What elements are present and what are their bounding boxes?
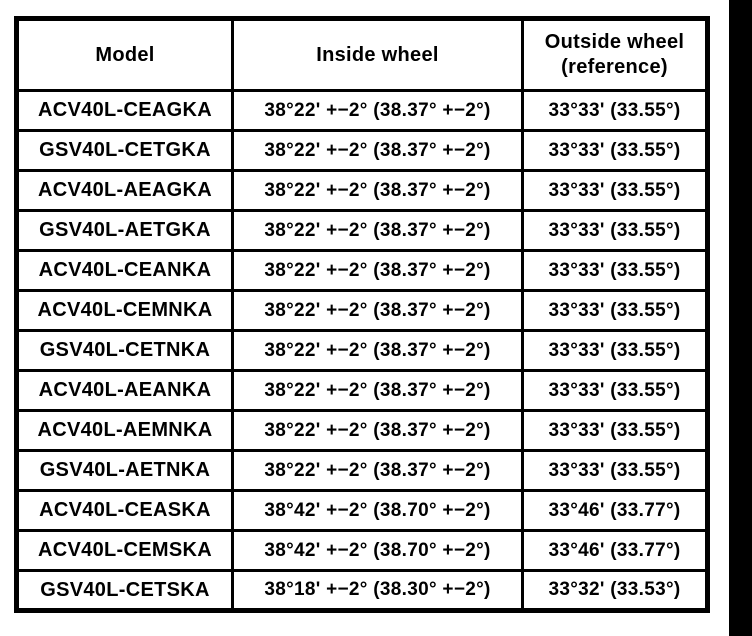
inside-wheel-cell: 38°18' +−2° (38.30° +−2°): [231, 569, 524, 612]
model-cell: ACV40L-CEMNKA: [15, 289, 234, 332]
table-row: ACV40L-CEMNKA 38°22' +−2° (38.37° +−2°) …: [15, 289, 709, 332]
outside-wheel-cell: 33°33' (33.55°): [521, 129, 709, 172]
table-row: ACV40L-AEMNKA 38°22' +−2° (38.37° +−2°) …: [15, 409, 709, 452]
header-row: Model Inside wheel Outside wheel (refere…: [15, 17, 709, 92]
outside-wheel-cell: 33°33' (33.55°): [521, 449, 709, 492]
inside-wheel-cell: 38°22' +−2° (38.37° +−2°): [231, 209, 524, 252]
inside-wheel-cell: 38°22' +−2° (38.37° +−2°): [231, 369, 524, 412]
inside-wheel-cell: 38°22' +−2° (38.37° +−2°): [231, 449, 524, 492]
table-row: ACV40L-AEAGKA 38°22' +−2° (38.37° +−2°) …: [15, 169, 709, 212]
inside-wheel-cell: 38°22' +−2° (38.37° +−2°): [231, 249, 524, 292]
outside-wheel-cell: 33°33' (33.55°): [521, 89, 709, 132]
inside-wheel-cell: 38°22' +−2° (38.37° +−2°): [231, 129, 524, 172]
outside-wheel-cell: 33°32' (33.53°): [521, 569, 709, 612]
table-row: GSV40L-AETGKA 38°22' +−2° (38.37° +−2°) …: [15, 209, 709, 252]
outside-wheel-cell: 33°46' (33.77°): [521, 489, 709, 532]
column-header-outside-wheel: Outside wheel (reference): [521, 17, 709, 92]
outside-wheel-cell: 33°33' (33.55°): [521, 249, 709, 292]
inside-wheel-cell: 38°42' +−2° (38.70° +−2°): [231, 489, 524, 532]
model-cell: ACV40L-AEAGKA: [15, 169, 234, 212]
inside-wheel-cell: 38°22' +−2° (38.37° +−2°): [231, 169, 524, 212]
table-row: ACV40L-CEMSKA 38°42' +−2° (38.70° +−2°) …: [15, 529, 709, 572]
table-row: ACV40L-CEANKA 38°22' +−2° (38.37° +−2°) …: [15, 249, 709, 292]
table-row: GSV40L-AETNKA 38°22' +−2° (38.37° +−2°) …: [15, 449, 709, 492]
scan-artifact-bar: [729, 0, 752, 636]
wheel-turning-angle-table: Model Inside wheel Outside wheel (refere…: [14, 16, 710, 613]
outside-wheel-cell: 33°33' (33.55°): [521, 289, 709, 332]
outside-wheel-cell: 33°33' (33.55°): [521, 369, 709, 412]
inside-wheel-cell: 38°22' +−2° (38.37° +−2°): [231, 329, 524, 372]
column-header-inside-wheel: Inside wheel: [231, 17, 524, 92]
outside-wheel-cell: 33°33' (33.55°): [521, 169, 709, 212]
inside-wheel-cell: 38°22' +−2° (38.37° +−2°): [231, 409, 524, 452]
model-cell: ACV40L-AEANKA: [15, 369, 234, 412]
outside-wheel-cell: 33°33' (33.55°): [521, 329, 709, 372]
inside-wheel-cell: 38°22' +−2° (38.37° +−2°): [231, 289, 524, 332]
table-row: GSV40L-CETSKA 38°18' +−2° (38.30° +−2°) …: [15, 569, 709, 612]
table-row: GSV40L-CETNKA 38°22' +−2° (38.37° +−2°) …: [15, 329, 709, 372]
model-cell: GSV40L-CETNKA: [15, 329, 234, 372]
inside-wheel-cell: 38°22' +−2° (38.37° +−2°): [231, 89, 524, 132]
model-cell: ACV40L-CEANKA: [15, 249, 234, 292]
inside-wheel-cell: 38°42' +−2° (38.70° +−2°): [231, 529, 524, 572]
model-cell: ACV40L-AEMNKA: [15, 409, 234, 452]
table-row: GSV40L-CETGKA 38°22' +−2° (38.37° +−2°) …: [15, 129, 709, 172]
model-cell: ACV40L-CEASKA: [15, 489, 234, 532]
table-row: ACV40L-CEASKA 38°42' +−2° (38.70° +−2°) …: [15, 489, 709, 532]
model-cell: GSV40L-AETGKA: [15, 209, 234, 252]
model-cell: GSV40L-AETNKA: [15, 449, 234, 492]
outside-wheel-cell: 33°33' (33.55°): [521, 209, 709, 252]
model-cell: ACV40L-CEMSKA: [15, 529, 234, 572]
outside-wheel-cell: 33°33' (33.55°): [521, 409, 709, 452]
model-cell: GSV40L-CETGKA: [15, 129, 234, 172]
column-header-model: Model: [15, 17, 234, 92]
table-row: ACV40L-CEAGKA 38°22' +−2° (38.37° +−2°) …: [15, 89, 709, 132]
model-cell: GSV40L-CETSKA: [15, 569, 234, 612]
table-row: ACV40L-AEANKA 38°22' +−2° (38.37° +−2°) …: [15, 369, 709, 412]
outside-wheel-cell: 33°46' (33.77°): [521, 529, 709, 572]
model-cell: ACV40L-CEAGKA: [15, 89, 234, 132]
